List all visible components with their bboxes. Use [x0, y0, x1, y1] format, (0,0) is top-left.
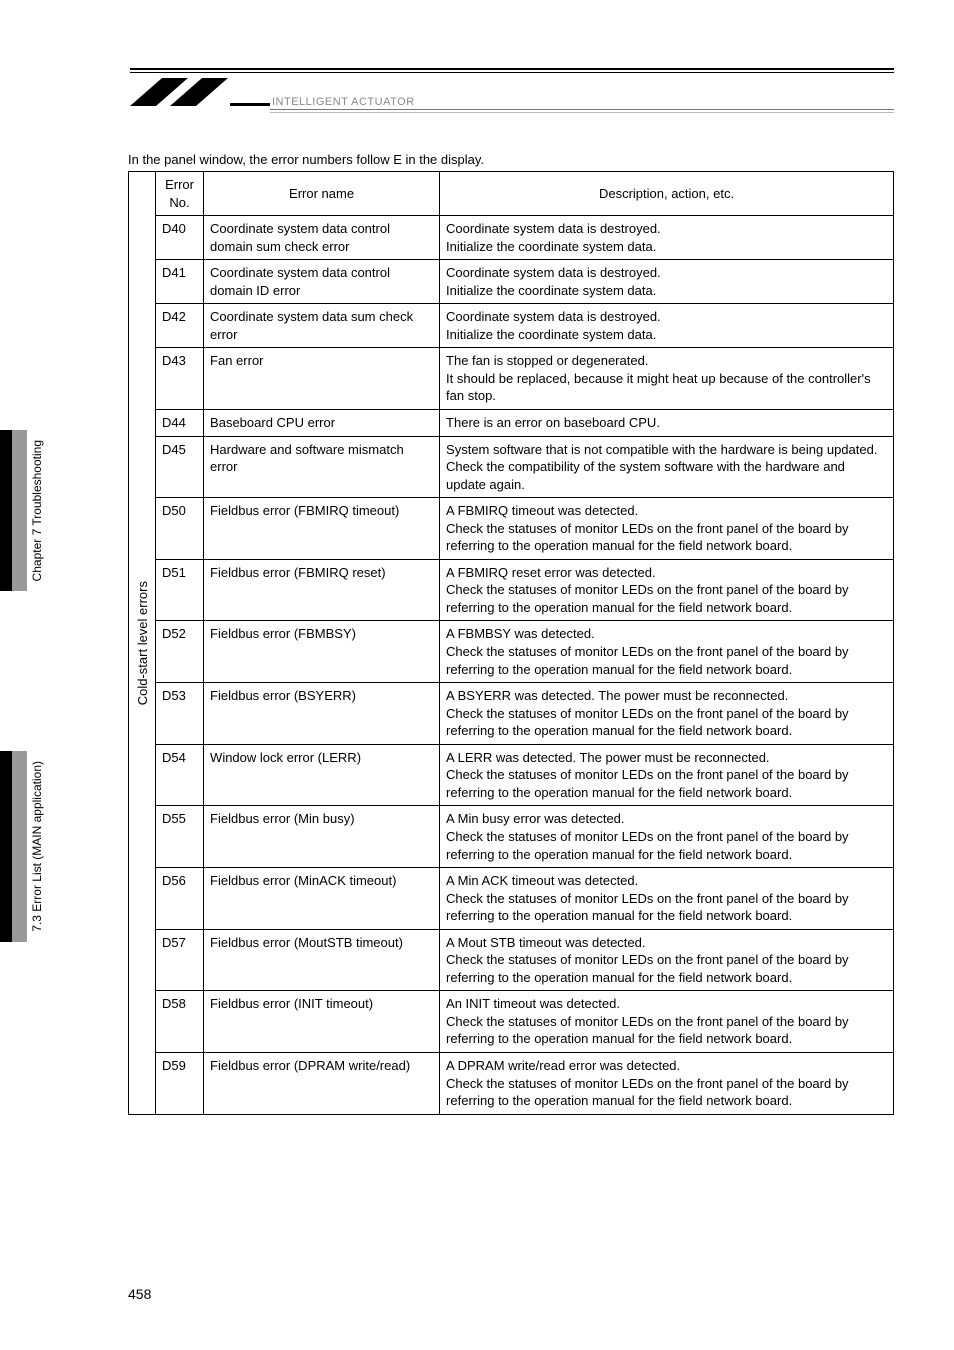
table-row: D40Coordinate system data control domain…: [156, 216, 894, 260]
logo: INTELLIGENT ACTUATOR: [130, 78, 415, 110]
cell-error-no: D52: [156, 621, 204, 683]
cell-error-desc: Coordinate system data is destroyed. Ini…: [440, 216, 894, 260]
cell-error-name: Coordinate system data control domain su…: [204, 216, 440, 260]
table-row: D54Window lock error (LERR)A LERR was de…: [156, 744, 894, 806]
table-row: D42Coordinate system data sum check erro…: [156, 304, 894, 348]
side-header-label: Cold-start level errors: [135, 575, 150, 711]
cell-error-no: D53: [156, 683, 204, 745]
col-header-desc: Description, action, etc.: [440, 172, 894, 216]
cell-error-name: Fieldbus error (FBMIRQ timeout): [204, 498, 440, 560]
cell-error-desc: A Min busy error was detected. Check the…: [440, 806, 894, 868]
side-tabs: Chapter 7 Troubleshooting 7.3 Error List…: [0, 430, 54, 1102]
cell-error-name: Baseboard CPU error: [204, 410, 440, 437]
table-row: D55Fieldbus error (Min busy)A Min busy e…: [156, 806, 894, 868]
tab-marker-gray: [12, 751, 27, 942]
cell-error-no: D41: [156, 260, 204, 304]
table-row: D57Fieldbus error (MoutSTB timeout)A Mou…: [156, 929, 894, 991]
cell-error-desc: A DPRAM write/read error was detected. C…: [440, 1052, 894, 1114]
cell-error-desc: Coordinate system data is destroyed. Ini…: [440, 260, 894, 304]
cell-error-desc: Coordinate system data is destroyed. Ini…: [440, 304, 894, 348]
intro-text: In the panel window, the error numbers f…: [128, 152, 894, 167]
table-wrap: Cold-start level errors Error No. Error …: [128, 171, 894, 1115]
cell-error-desc: A Min ACK timeout was detected. Check th…: [440, 868, 894, 930]
cell-error-desc: System software that is not compatible w…: [440, 436, 894, 498]
cell-error-no: D42: [156, 304, 204, 348]
cell-error-name: Coordinate system data sum check error: [204, 304, 440, 348]
logo-text: INTELLIGENT ACTUATOR: [272, 96, 415, 110]
cell-error-name: Window lock error (LERR): [204, 744, 440, 806]
table-row: D53Fieldbus error (BSYERR)A BSYERR was d…: [156, 683, 894, 745]
cell-error-no: D43: [156, 348, 204, 410]
tab-marker-black: [0, 751, 12, 942]
cell-error-name: Fieldbus error (FBMBSY): [204, 621, 440, 683]
side-tab: Chapter 7 Troubleshooting: [0, 430, 54, 591]
table-header-row: Error No. Error name Description, action…: [156, 172, 894, 216]
header-rule-top: [130, 68, 894, 70]
cell-error-no: D45: [156, 436, 204, 498]
cell-error-no: D57: [156, 929, 204, 991]
cell-error-name: Fan error: [204, 348, 440, 410]
table-row: D51Fieldbus error (FBMIRQ reset)A FBMIRQ…: [156, 559, 894, 621]
table-side-header: Cold-start level errors: [128, 171, 155, 1115]
cell-error-no: D58: [156, 991, 204, 1053]
table-row: D45Hardware and software mismatch errorS…: [156, 436, 894, 498]
cell-error-name: Fieldbus error (BSYERR): [204, 683, 440, 745]
content: In the panel window, the error numbers f…: [128, 152, 894, 1115]
cell-error-no: D51: [156, 559, 204, 621]
cell-error-name: Fieldbus error (DPRAM write/read): [204, 1052, 440, 1114]
header-rule-bottom2: [270, 112, 894, 113]
table-row: D50Fieldbus error (FBMIRQ timeout)A FBMI…: [156, 498, 894, 560]
table-row: D52Fieldbus error (FBMBSY)A FBMBSY was d…: [156, 621, 894, 683]
cell-error-desc: A BSYERR was detected. The power must be…: [440, 683, 894, 745]
header-rule-top2: [130, 72, 894, 73]
cell-error-desc: An INIT timeout was detected. Check the …: [440, 991, 894, 1053]
cell-error-no: D44: [156, 410, 204, 437]
cell-error-name: Coordinate system data control domain ID…: [204, 260, 440, 304]
table-row: D59Fieldbus error (DPRAM write/read)A DP…: [156, 1052, 894, 1114]
cell-error-no: D50: [156, 498, 204, 560]
cell-error-desc: The fan is stopped or degenerated. It sh…: [440, 348, 894, 410]
cell-error-no: D54: [156, 744, 204, 806]
tab-label: 7.3 Error List (MAIN application): [27, 751, 47, 942]
cell-error-no: D56: [156, 868, 204, 930]
cell-error-desc: There is an error on baseboard CPU.: [440, 410, 894, 437]
table-row: D43Fan errorThe fan is stopped or degene…: [156, 348, 894, 410]
side-tab: 7.3 Error List (MAIN application): [0, 751, 54, 942]
table-row: D58Fieldbus error (INIT timeout)An INIT …: [156, 991, 894, 1053]
table-row: D44Baseboard CPU errorThere is an error …: [156, 410, 894, 437]
header-rule-bottom: [270, 109, 894, 110]
col-header-name: Error name: [204, 172, 440, 216]
table-row: D41Coordinate system data control domain…: [156, 260, 894, 304]
table-row: D56Fieldbus error (MinACK timeout)A Min …: [156, 868, 894, 930]
cell-error-no: D55: [156, 806, 204, 868]
cell-error-name: Fieldbus error (MoutSTB timeout): [204, 929, 440, 991]
cell-error-desc: A Mout STB timeout was detected. Check t…: [440, 929, 894, 991]
cell-error-desc: A FBMIRQ reset error was detected. Check…: [440, 559, 894, 621]
tab-label: Chapter 7 Troubleshooting: [27, 430, 47, 591]
page-number: 458: [128, 1286, 151, 1302]
cell-error-name: Fieldbus error (Min busy): [204, 806, 440, 868]
cell-error-desc: A FBMBSY was detected. Check the statuse…: [440, 621, 894, 683]
tab-marker-black: [0, 430, 12, 591]
col-header-no: Error No.: [156, 172, 204, 216]
cell-error-name: Hardware and software mismatch error: [204, 436, 440, 498]
cell-error-name: Fieldbus error (MinACK timeout): [204, 868, 440, 930]
cell-error-no: D40: [156, 216, 204, 260]
tab-marker-gray: [12, 430, 27, 591]
cell-error-name: Fieldbus error (FBMIRQ reset): [204, 559, 440, 621]
cell-error-no: D59: [156, 1052, 204, 1114]
cell-error-desc: A LERR was detected. The power must be r…: [440, 744, 894, 806]
cell-error-desc: A FBMIRQ timeout was detected. Check the…: [440, 498, 894, 560]
cell-error-name: Fieldbus error (INIT timeout): [204, 991, 440, 1053]
error-table: Error No. Error name Description, action…: [155, 171, 894, 1115]
logo-mark-icon: [130, 78, 270, 110]
